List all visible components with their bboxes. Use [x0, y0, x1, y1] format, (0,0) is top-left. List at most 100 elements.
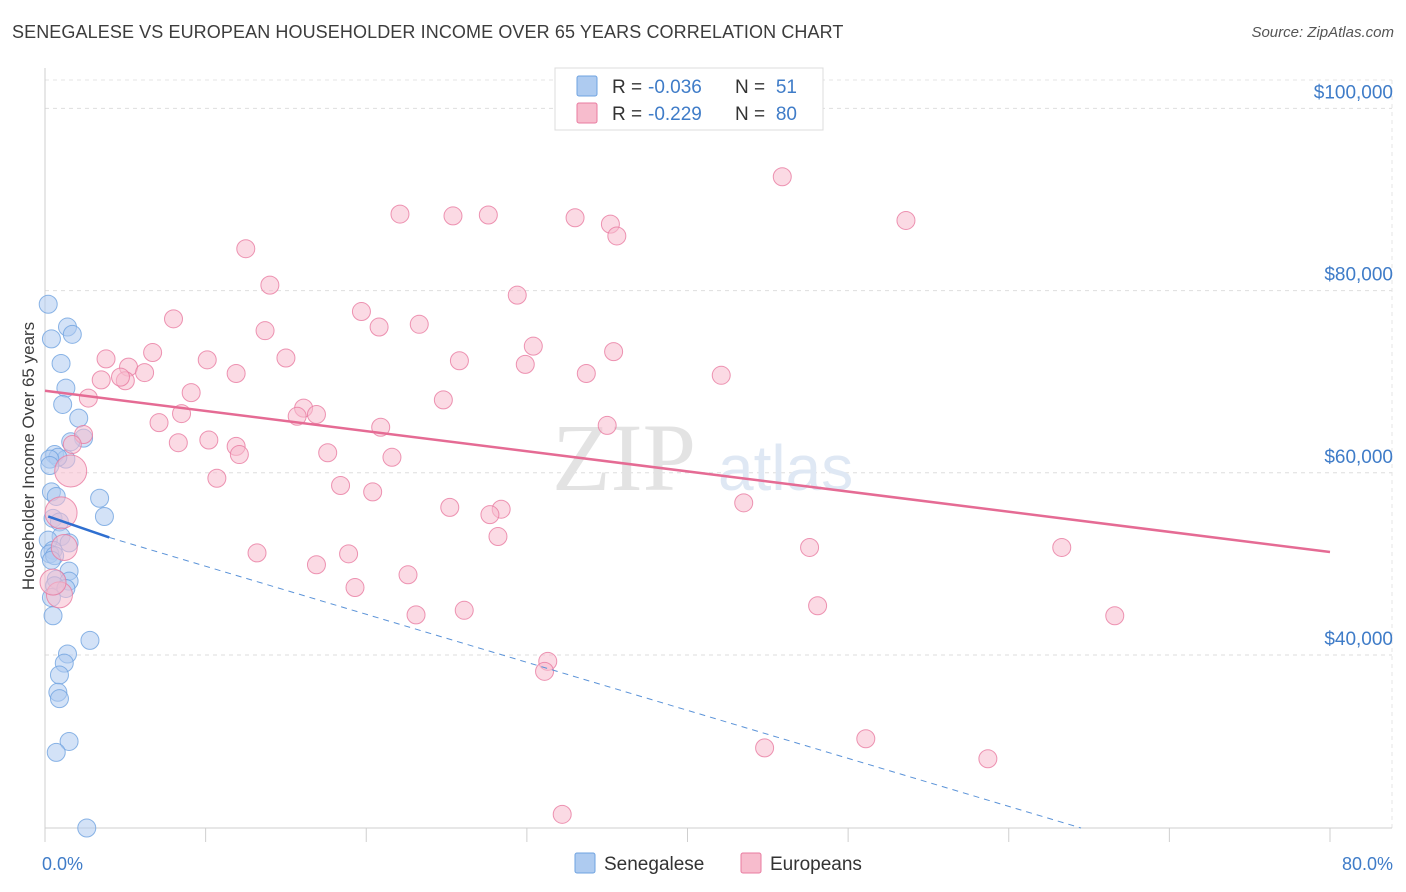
- bottom-legend-swatch-senegalese: [574, 852, 596, 874]
- europeans-point-77: [978, 749, 998, 769]
- y-tick-label-1: $60,000: [1324, 447, 1393, 468]
- senegalese-point-35: [80, 630, 100, 650]
- senegalese-trend-extension: [109, 536, 1082, 829]
- europeans-point-3: [478, 205, 498, 225]
- europeans-point-79: [39, 568, 67, 596]
- europeans-point-72: [1105, 606, 1125, 626]
- europeans-point-64: [339, 544, 359, 564]
- senegalese-point-17: [90, 488, 110, 508]
- europeans-point-12: [164, 309, 183, 329]
- europeans-point-30: [91, 370, 111, 390]
- europeans-point-48: [229, 445, 249, 465]
- europeans-point-43: [62, 435, 82, 455]
- senegalese-point-38: [49, 665, 69, 685]
- source-label: Source: ZipAtlas.com: [1251, 24, 1394, 41]
- europeans-point-7: [896, 210, 916, 230]
- europeans-point-76: [856, 729, 876, 749]
- bottom-legend-label-senegalese: Senegalese: [604, 854, 704, 875]
- europeans-point-49: [382, 447, 402, 467]
- y-tick-label-2: $80,000: [1324, 265, 1393, 286]
- senegalese-point-7: [69, 408, 89, 428]
- europeans-point-69: [808, 596, 828, 616]
- europeans-point-66: [398, 565, 418, 585]
- legend-r-label-senegalese: R =: [612, 77, 642, 98]
- europeans-point-59: [488, 527, 508, 547]
- europeans-point-44: [168, 433, 188, 453]
- senegalese-point-34: [43, 606, 63, 626]
- europeans-point-25: [135, 363, 155, 383]
- legend-n-label-europeans: N =: [735, 104, 765, 125]
- europeans-point-18: [143, 343, 163, 363]
- europeans-point-28: [711, 365, 731, 385]
- europeans-point-6: [607, 226, 627, 246]
- senegalese-point-18: [94, 506, 114, 526]
- legend-r-label-europeans: R =: [612, 104, 642, 125]
- senegalese-point-41: [59, 731, 79, 751]
- europeans-point-53: [363, 482, 383, 502]
- legend-swatch-senegalese: [576, 75, 598, 97]
- europeans-point-41: [597, 415, 617, 435]
- legend-swatch-europeans: [576, 102, 598, 124]
- europeans-point-60: [50, 533, 78, 561]
- europeans-point-78: [552, 804, 572, 824]
- europeans-point-26: [226, 363, 246, 383]
- europeans-point-71: [406, 605, 426, 625]
- europeans-point-67: [345, 578, 365, 598]
- senegalese-point-4: [51, 353, 71, 373]
- europeans-point-0: [772, 167, 792, 187]
- europeans-point-1: [390, 204, 410, 224]
- legend-n-value-senegalese: 51: [776, 77, 797, 98]
- y-tick-label-3: $100,000: [1314, 82, 1393, 103]
- europeans-point-33: [433, 390, 453, 410]
- legend-n-value-europeans: 80: [776, 104, 797, 125]
- europeans-point-63: [247, 543, 267, 563]
- legend-r-value-senegalese: -0.036: [648, 77, 702, 98]
- europeans-points: [39, 167, 1125, 824]
- stats-legend: R = -0.036 N = 51 R = -0.229 N = 80: [554, 67, 824, 131]
- europeans-point-17: [604, 342, 624, 362]
- y-tick-label-0: $40,000: [1324, 629, 1393, 650]
- senegalese-point-0: [38, 294, 58, 314]
- europeans-point-58: [44, 496, 78, 530]
- europeans-point-75: [755, 738, 775, 758]
- europeans-point-61: [800, 537, 820, 557]
- watermark-atlas: atlas: [718, 432, 853, 504]
- watermark: ZIP atlas: [552, 404, 853, 511]
- x-tick-label-max: 80.0%: [1342, 854, 1393, 874]
- senegalese-point-42: [46, 742, 66, 762]
- europeans-point-47: [318, 443, 338, 463]
- europeans-point-57: [480, 505, 500, 525]
- y-tick-labels: $40,000 $60,000 $80,000 $100,000: [1314, 82, 1393, 650]
- europeans-point-14: [409, 314, 429, 334]
- europeans-point-16: [523, 336, 543, 356]
- europeans-point-39: [149, 413, 169, 433]
- europeans-point-32: [181, 383, 201, 403]
- legend-r-value-europeans: -0.229: [648, 104, 702, 125]
- europeans-point-13: [369, 317, 389, 337]
- europeans-point-50: [54, 454, 88, 488]
- europeans-point-51: [207, 468, 227, 488]
- senegalese-point-6: [53, 394, 73, 414]
- legend-n-label-senegalese: N =: [735, 77, 765, 98]
- europeans-point-31: [110, 367, 130, 387]
- europeans-point-4: [565, 208, 585, 228]
- europeans-point-20: [197, 350, 217, 370]
- europeans-point-52: [331, 476, 351, 496]
- senegalese-point-40: [49, 689, 69, 709]
- europeans-point-22: [449, 351, 469, 371]
- europeans-point-65: [306, 555, 326, 575]
- europeans-point-54: [734, 493, 754, 513]
- europeans-point-23: [515, 354, 535, 374]
- europeans-point-37: [306, 404, 326, 424]
- senegalese-point-3: [62, 324, 82, 344]
- series-legend: Senegalese Europeans: [574, 852, 862, 875]
- europeans-point-19: [96, 349, 116, 369]
- europeans-point-70: [454, 600, 474, 620]
- europeans-point-62: [1052, 537, 1072, 557]
- europeans-point-55: [440, 497, 460, 517]
- trend-lines: [44, 389, 1331, 829]
- europeans-point-8: [236, 239, 256, 259]
- europeans-point-45: [199, 430, 219, 450]
- europeans-point-74: [535, 661, 555, 681]
